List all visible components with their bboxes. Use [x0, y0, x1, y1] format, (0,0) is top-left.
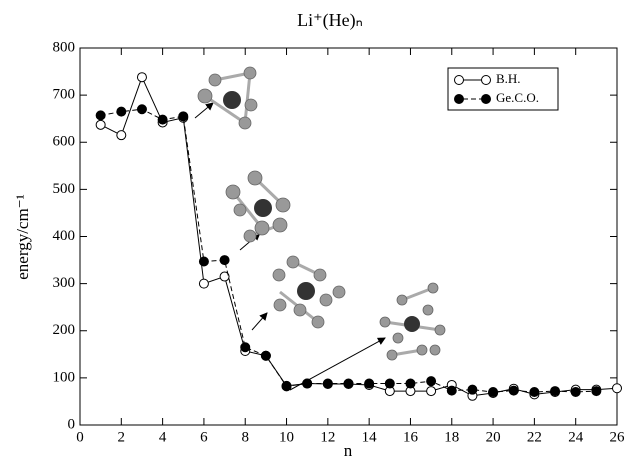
data-point: [137, 73, 146, 82]
x-tick-label: 14: [362, 429, 378, 445]
data-point: [344, 379, 353, 388]
data-point: [179, 112, 188, 121]
y-tick-label: 100: [53, 369, 76, 385]
data-point: [137, 105, 146, 114]
data-point: [117, 131, 126, 140]
arrow: [195, 103, 213, 118]
x-tick-label: 22: [527, 429, 542, 445]
x-tick-label: 16: [403, 429, 419, 445]
chart: Li⁺(He)ₙ n energy/cm⁻¹ 02468101214161820…: [0, 0, 628, 458]
data-point: [509, 386, 518, 395]
data-point: [592, 387, 601, 396]
x-tick-label: 10: [279, 429, 294, 445]
data-point: [365, 379, 374, 388]
molecule-3: [273, 256, 345, 328]
data-point: [427, 387, 436, 396]
data-point: [571, 388, 580, 397]
x-tick-label: 12: [320, 429, 335, 445]
y-axis-label: energy/cm⁻¹: [13, 194, 32, 280]
data-point: [303, 379, 312, 388]
legend-marker: [455, 95, 464, 104]
data-point: [406, 379, 415, 388]
x-tick-label: 8: [241, 429, 249, 445]
data-point: [282, 382, 291, 391]
y-tick-label: 600: [53, 134, 76, 150]
series-line: [101, 77, 617, 396]
series-line: [101, 109, 597, 392]
data-point: [489, 388, 498, 397]
legend-marker: [482, 95, 491, 104]
data-point: [158, 115, 167, 124]
data-point: [96, 111, 105, 120]
data-point: [447, 386, 456, 395]
chart-title: Li⁺(He)ₙ: [297, 10, 363, 31]
y-tick-label: 400: [53, 228, 76, 244]
data-point: [613, 384, 622, 393]
y-tick-label: 800: [53, 39, 76, 55]
x-tick-label: 18: [444, 429, 459, 445]
x-tick-label: 26: [610, 429, 626, 445]
data-point: [220, 256, 229, 265]
data-point: [261, 351, 270, 360]
data-point: [551, 387, 560, 396]
x-tick-label: 4: [159, 429, 167, 445]
data-point: [427, 377, 436, 386]
data-point: [323, 379, 332, 388]
cluster-illustrations: [195, 103, 385, 390]
x-tick-label: 6: [200, 429, 208, 445]
x-tick-label: 2: [118, 429, 126, 445]
data-point: [468, 385, 477, 394]
molecule-1: [198, 67, 257, 129]
x-axis-label: n: [344, 441, 353, 458]
arrow: [252, 313, 267, 330]
x-tick-label: 0: [76, 429, 84, 445]
molecule-4: [380, 283, 445, 360]
y-tick-label: 700: [53, 87, 76, 103]
data-point: [530, 388, 539, 397]
legend-marker: [482, 76, 491, 85]
data-point: [241, 343, 250, 352]
data-point: [117, 107, 126, 116]
y-tick-label: 300: [53, 275, 76, 291]
legend-label: B.H.: [496, 71, 521, 86]
y-tick-label: 0: [68, 416, 76, 432]
y-tick-label: 500: [53, 181, 76, 197]
legend-label: Ge.C.O.: [496, 90, 539, 105]
data-point: [385, 379, 394, 388]
data-point: [199, 279, 208, 288]
x-tick-label: 24: [568, 429, 584, 445]
molecule-2: [226, 171, 290, 242]
data-point: [96, 120, 105, 129]
data-point: [199, 257, 208, 266]
y-tick-label: 200: [53, 322, 76, 338]
legend-marker: [455, 76, 464, 85]
x-tick-label: 20: [486, 429, 501, 445]
